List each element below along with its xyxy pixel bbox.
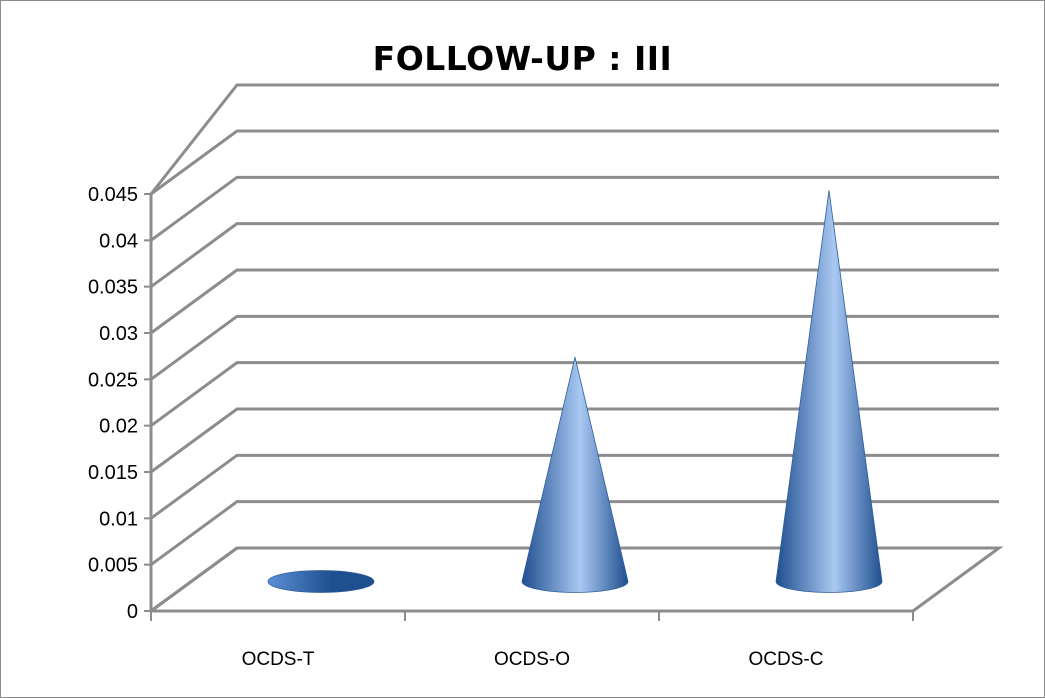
axis-layer: 0 0.005 0.01 0.015 0.02 0.025 0.03 0.035 0.04 0.0…: [88, 184, 914, 670]
y-tick-label: 0.045: [88, 184, 138, 206]
gridline: [150, 175, 999, 242]
y-tick-label: 0: [127, 601, 138, 623]
gridline-top: [149, 83, 999, 195]
gridline: [150, 361, 999, 427]
gridline: [150, 500, 999, 566]
gridline: [150, 268, 999, 335]
gridline: [150, 407, 999, 474]
gridline: [150, 314, 999, 381]
y-tick-label: 0.03: [99, 323, 138, 345]
gridline: [150, 129, 999, 196]
grid-layer: [149, 83, 1004, 613]
y-tick-label: 0.04: [99, 230, 138, 252]
y-tick-label: 0.005: [88, 555, 138, 577]
mark-layer: [267, 190, 883, 593]
chart-title: FOLLOW-UP : III: [372, 39, 673, 78]
x-tick-label: OCDS-C: [749, 649, 824, 670]
y-tick-label: 0.02: [99, 416, 138, 438]
gridline: [150, 546, 999, 613]
y-tick-label: 0.035: [88, 277, 138, 299]
y-tick-label: 0.01: [99, 508, 138, 530]
cone-body: [775, 190, 883, 593]
gridline: [150, 222, 999, 288]
gridline: [150, 453, 999, 520]
y-tick-label: 0.015: [88, 462, 138, 484]
cone-bar: [267, 570, 375, 593]
y-tick-label: 0.025: [88, 369, 138, 391]
cone-body: [521, 357, 629, 593]
cone-bar: [521, 357, 629, 593]
x-tick-label: OCDS-T: [242, 649, 315, 670]
x-tick-label: OCDS-O: [494, 649, 570, 670]
cone-base-flat: [267, 570, 375, 593]
cone-bar: [775, 190, 883, 593]
